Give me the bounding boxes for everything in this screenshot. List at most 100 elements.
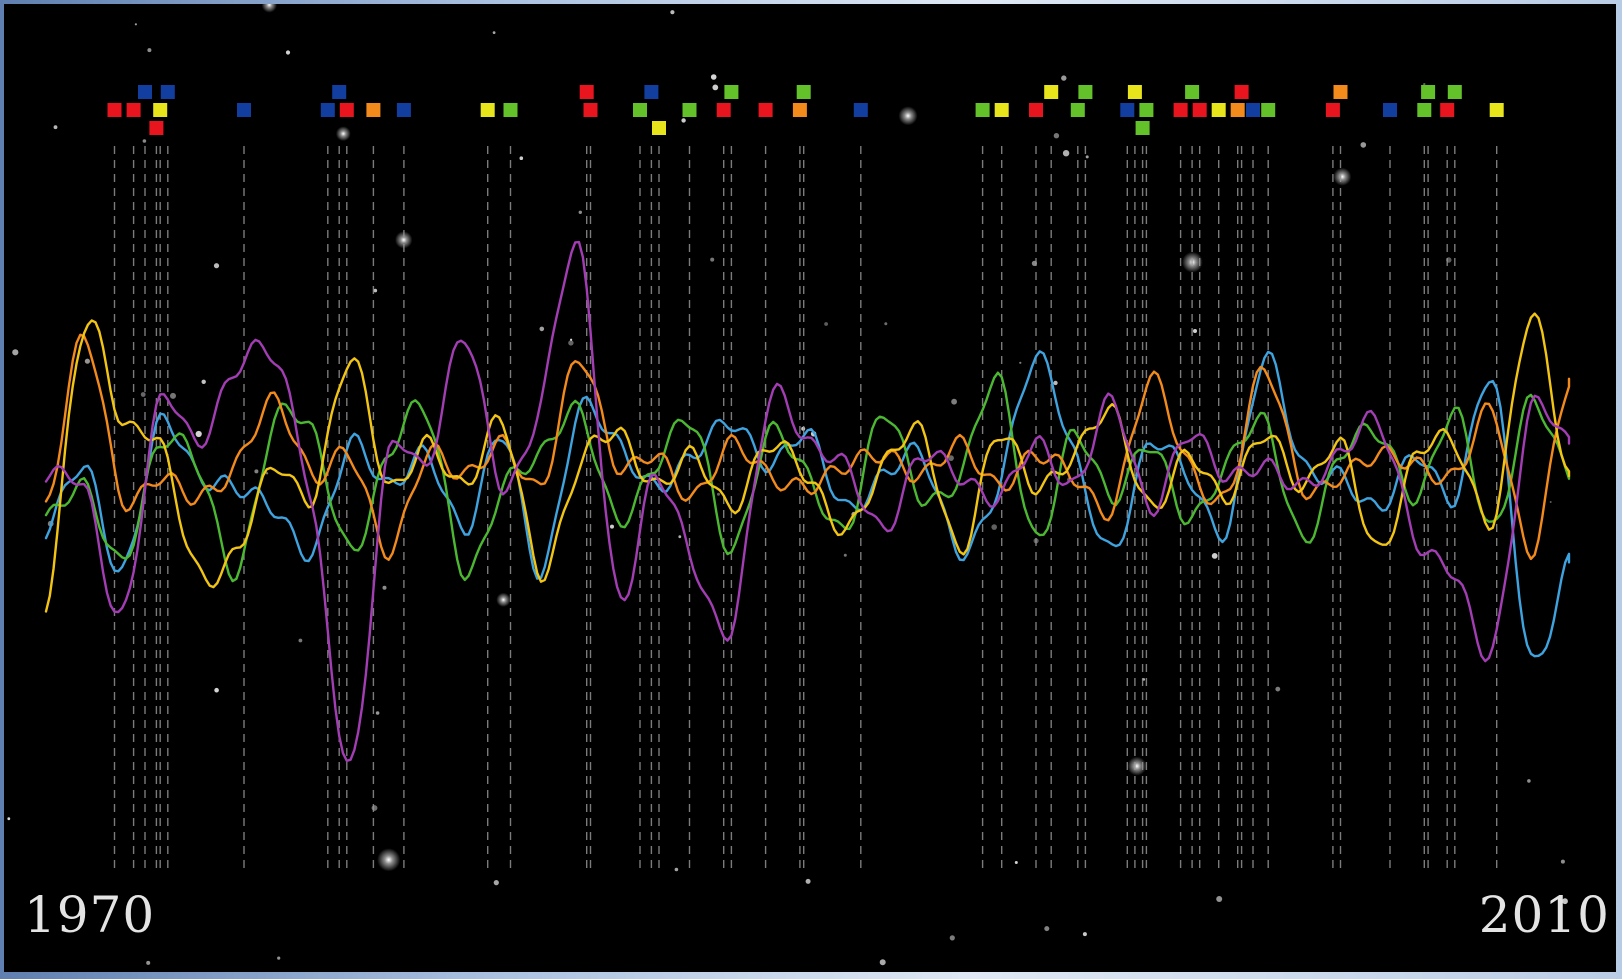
star	[1562, 898, 1568, 905]
event-marker-14	[579, 85, 594, 99]
star	[492, 31, 496, 34]
star	[496, 592, 511, 607]
star	[1423, 83, 1426, 86]
event-marker-23	[792, 103, 807, 117]
series-line-4	[44, 240, 1571, 762]
event-marker-51	[1489, 103, 1504, 117]
event-marker-42	[1246, 103, 1260, 117]
event-marker-27	[994, 103, 1009, 117]
star	[1019, 361, 1022, 364]
event-marker-12	[480, 103, 495, 117]
star	[1061, 75, 1067, 81]
star	[1549, 501, 1552, 503]
star	[519, 156, 524, 160]
star	[681, 118, 686, 123]
event-marker-26	[975, 103, 990, 117]
event-marker-3	[149, 121, 164, 135]
star	[201, 379, 206, 384]
event-marker-10	[366, 103, 381, 117]
star	[1333, 167, 1352, 186]
star	[493, 880, 499, 886]
event-marker-48	[1421, 85, 1436, 99]
star	[824, 322, 828, 326]
event-marker-21	[724, 85, 739, 99]
star	[670, 10, 675, 15]
star	[335, 126, 351, 142]
series-line-3	[44, 312, 1571, 613]
event-marker-36	[1173, 103, 1188, 117]
chart-plot	[7, 4, 1571, 966]
star	[1275, 686, 1281, 692]
star	[382, 585, 387, 590]
star	[375, 711, 380, 715]
event-marker-35	[1139, 103, 1154, 117]
star	[170, 392, 176, 399]
star	[214, 687, 219, 693]
star	[134, 23, 137, 26]
event-marker-0	[107, 103, 122, 117]
event-marker-7	[320, 103, 335, 117]
star	[879, 959, 886, 966]
star	[674, 867, 679, 872]
event-marker-47	[1417, 103, 1432, 117]
star	[53, 125, 58, 130]
star	[1053, 380, 1058, 386]
star	[568, 340, 574, 346]
star	[373, 288, 378, 293]
event-marker-32	[1120, 103, 1135, 117]
star	[395, 231, 413, 249]
event-marker-1	[126, 103, 141, 117]
chart-panel: 1970 2010	[4, 4, 1616, 972]
event-marker-2	[138, 85, 152, 99]
event-guide-lines	[113, 146, 1498, 874]
star	[949, 935, 955, 941]
star	[371, 805, 378, 811]
event-marker-16	[633, 103, 647, 117]
event-marker-15	[583, 103, 598, 117]
event-marker-45	[1333, 85, 1348, 99]
star	[265, 472, 269, 475]
star	[898, 106, 918, 126]
event-marker-6	[237, 103, 251, 117]
star	[254, 469, 259, 474]
event-marker-50	[1447, 85, 1462, 99]
event-marker-22	[758, 103, 773, 117]
star	[991, 524, 997, 530]
event-marker-33	[1127, 85, 1142, 99]
series-line-0	[44, 350, 1571, 658]
star	[1560, 859, 1565, 864]
star	[678, 535, 682, 539]
event-marker-40	[1230, 103, 1245, 117]
star	[277, 956, 281, 960]
star	[1527, 779, 1531, 783]
star	[285, 50, 291, 55]
star	[710, 74, 717, 80]
star	[146, 960, 151, 965]
event-marker-43	[1261, 103, 1276, 117]
event-marker-44	[1325, 103, 1340, 117]
event-marker-19	[682, 103, 697, 117]
star	[610, 524, 614, 529]
star	[948, 455, 954, 461]
star	[539, 326, 545, 332]
event-marker-37	[1185, 85, 1200, 99]
star	[805, 878, 811, 884]
event-marker-46	[1383, 103, 1397, 117]
star	[1216, 896, 1223, 902]
event-marker-8	[332, 85, 347, 99]
event-marker-17	[644, 85, 659, 99]
event-marker-39	[1211, 103, 1226, 117]
star	[884, 322, 888, 326]
star	[1053, 133, 1060, 139]
star	[147, 48, 152, 53]
star	[377, 848, 401, 872]
event-marker-30	[1070, 103, 1085, 117]
star	[261, 4, 277, 13]
star	[195, 430, 202, 438]
event-marker-25	[853, 103, 868, 117]
series-lines	[44, 240, 1571, 762]
event-marker-24	[796, 85, 811, 99]
event-marker-5	[160, 85, 175, 99]
x-axis-end-label: 2010	[1478, 886, 1610, 944]
star	[712, 84, 719, 91]
